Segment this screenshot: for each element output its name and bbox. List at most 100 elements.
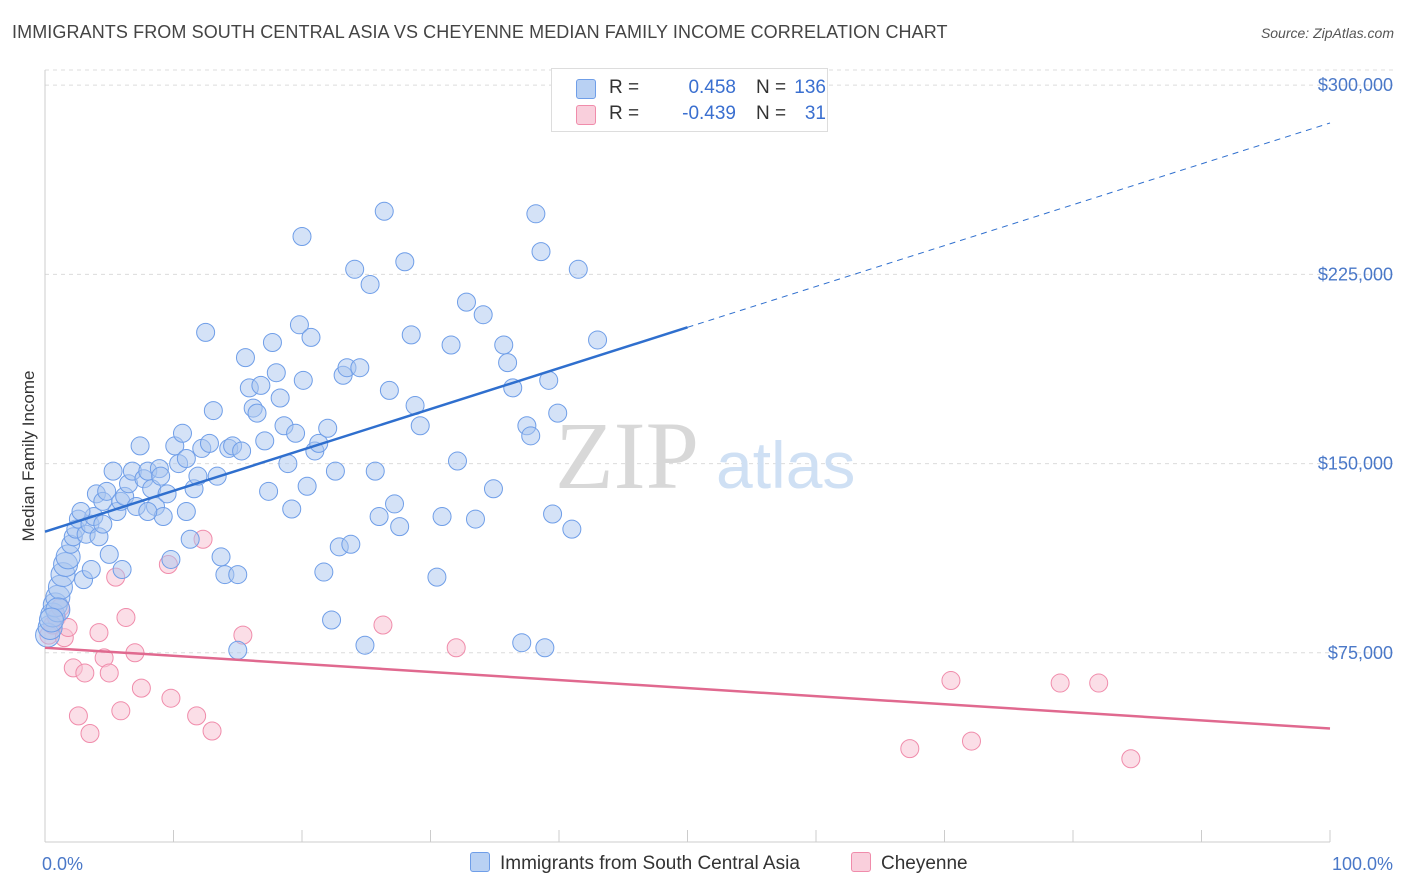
south-central-asia-point (282, 499, 302, 519)
south-central-asia-point (289, 315, 309, 335)
cheyenne-point (900, 739, 920, 759)
south-central-asia-point (494, 335, 514, 355)
y-tick-label: $225,000 (1318, 264, 1393, 284)
y-axis-label: Median Family Income (19, 370, 38, 541)
south-central-asia-point (103, 461, 123, 481)
legend-n-label: N = (756, 103, 787, 124)
south-central-asia-point (401, 325, 421, 345)
south-central-asia-point (228, 640, 248, 660)
cheyenne-point (161, 688, 181, 708)
watermark-atlas: atlas (716, 428, 855, 502)
bottom-legend-cheyenne: Cheyenne (851, 852, 968, 875)
south-central-asia-point (441, 335, 461, 355)
south-central-asia-point (172, 423, 192, 443)
south-central-asia-point (270, 388, 290, 408)
south-central-asia-point (390, 517, 410, 537)
south-central-asia-point (526, 204, 546, 224)
cheyenne-point (131, 678, 151, 698)
south-central-asia-point (483, 479, 503, 499)
south-central-asia-trend-line (44, 326, 688, 533)
south-central-asia-point (130, 436, 150, 456)
cheyenne-point (111, 701, 131, 721)
south-central-asia-point (93, 514, 113, 534)
south-central-asia-point (456, 292, 476, 312)
south-central-asia-point (161, 549, 181, 569)
legend: R = 0.458 N = 136 R = -0.439 N = 31 (551, 68, 828, 132)
south-central-asia-point (588, 330, 608, 350)
y-tick-label: $150,000 (1318, 454, 1393, 474)
south-central-asia-point (427, 567, 447, 587)
cheyenne-point (75, 663, 95, 683)
south-central-asia-point (211, 547, 231, 567)
trend-lines (44, 122, 1331, 730)
y-tick-label: $300,000 (1318, 75, 1393, 95)
cheyenne-point (187, 706, 207, 726)
south-central-asia-point (297, 476, 317, 496)
south-central-asia-point (512, 633, 532, 653)
south-central-asia-point (535, 638, 555, 658)
legend-n-label: N = (756, 77, 787, 98)
legend-r-label: R = (609, 103, 640, 124)
cheyenne-point (1050, 673, 1070, 693)
south-central-asia-point (232, 441, 252, 461)
south-central-asia-point (180, 529, 200, 549)
south-central-asia-point (176, 449, 196, 469)
south-central-asia-point (521, 426, 541, 446)
south-central-asia-point (568, 259, 588, 279)
cheyenne-point (80, 724, 100, 744)
south-central-asia-point (318, 418, 338, 438)
south-central-asia-point (369, 507, 389, 527)
south-central-asia-point (350, 358, 370, 378)
watermark: ZIP atlas (555, 402, 855, 509)
y-tick-label: $75,000 (1328, 643, 1393, 663)
cheyenne-point (116, 607, 136, 627)
south-central-asia-point (301, 327, 321, 347)
south-central-asia-point (395, 252, 415, 272)
south-central-asia-point (255, 431, 275, 451)
south-central-asia-point (259, 481, 279, 501)
south-central-asia-point (345, 259, 365, 279)
south-central-asia-points (35, 201, 608, 660)
south-central-asia-point (81, 560, 101, 580)
south-central-asia-point (251, 375, 271, 395)
south-central-asia-point (379, 380, 399, 400)
bottom-legend-label-pink: Cheyenne (881, 853, 968, 874)
x-tick-label-start: 0.0% (42, 854, 83, 874)
south-central-asia-point (199, 433, 219, 453)
cheyenne-point (89, 623, 109, 643)
south-central-asia-point (151, 466, 171, 486)
south-central-asia-point (374, 201, 394, 221)
south-central-asia-point (228, 565, 248, 585)
cheyenne-point (446, 638, 466, 658)
south-central-asia-point (97, 481, 117, 501)
south-central-asia-point (562, 519, 582, 539)
south-central-asia-point (314, 562, 334, 582)
cheyenne-point (1089, 673, 1109, 693)
south-central-asia-point (465, 509, 485, 529)
south-central-asia-point (176, 502, 196, 522)
watermark-zip: ZIP (555, 402, 699, 509)
south-central-asia-point (355, 635, 375, 655)
chart-title: IMMIGRANTS FROM SOUTH CENTRAL ASIA VS CH… (12, 22, 948, 42)
south-central-asia-point (548, 403, 568, 423)
south-central-asia-point (38, 607, 64, 633)
source-label: Source: ZipAtlas.com (1260, 25, 1394, 41)
south-central-asia-point (447, 451, 467, 471)
cheyenne-point (1121, 749, 1141, 769)
south-central-asia-trend-extension (687, 122, 1331, 328)
legend-n-value: 136 (794, 77, 826, 98)
south-central-asia-point (325, 461, 345, 481)
south-central-asia-point (235, 348, 255, 368)
cheyenne-trend-line (44, 646, 1331, 730)
south-central-asia-point (99, 544, 119, 564)
legend-r-value: -0.439 (682, 103, 736, 124)
y-tick-labels: $75,000 $150,000 $225,000 $300,000 (1318, 75, 1393, 663)
south-central-asia-point (360, 274, 380, 294)
cheyenne-point (961, 731, 981, 751)
south-central-asia-point (432, 507, 452, 527)
legend-n-value: 31 (804, 103, 826, 124)
south-central-asia-point (365, 461, 385, 481)
south-central-asia-point (531, 242, 551, 262)
south-central-asia-point (322, 610, 342, 630)
bottom-legend-swatch-pink (851, 852, 871, 872)
